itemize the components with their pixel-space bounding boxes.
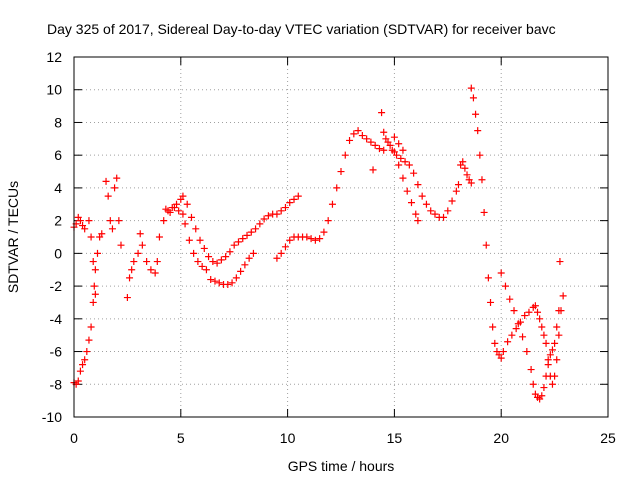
x-tick-label: 5 [177,430,185,446]
y-tick-label: -6 [50,344,63,360]
y-tick-label: -8 [50,376,63,392]
x-axis-label: GPS time / hours [288,458,395,474]
y-tick-label: -4 [50,311,63,327]
y-tick-label: 10 [46,82,62,98]
y-tick-label: -2 [50,278,63,294]
chart-title: Day 325 of 2017, Sidereal Day-to-day VTE… [47,21,556,37]
x-tick-label: 20 [493,430,509,446]
x-tick-label: 10 [280,430,296,446]
y-tick-label: 0 [54,245,62,261]
y-tick-label: 2 [54,213,62,229]
y-tick-label: -10 [42,409,62,425]
y-tick-label: 4 [54,180,62,196]
x-tick-label: 0 [70,430,78,446]
y-tick-label: 8 [54,114,62,130]
x-tick-label: 25 [600,430,616,446]
y-tick-label: 6 [54,147,62,163]
x-tick-label: 15 [387,430,403,446]
y-axis-label: SDTVAR / TECUs [5,181,21,293]
y-tick-label: 12 [46,49,62,65]
